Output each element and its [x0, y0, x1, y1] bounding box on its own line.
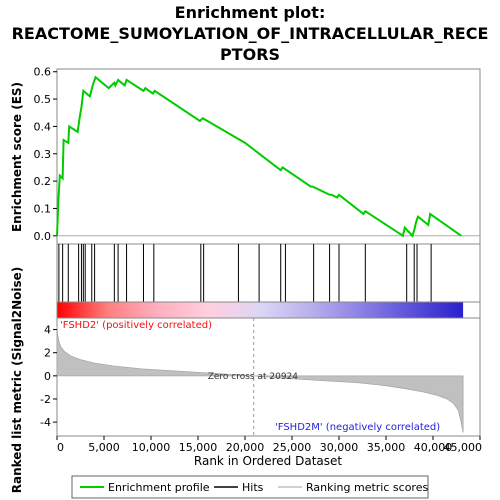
zero-cross-label: Zero cross at 20924	[208, 372, 299, 382]
metric-y-tick-label: 4	[44, 324, 51, 337]
metric-y-tick-label: -2	[40, 393, 51, 406]
positive-correlation-label: 'FSHD2' (positively correlated)	[60, 320, 212, 331]
enrichment-y-ticks: 0.0 0.1 0.2 0.3 0.4 0.5 0.6	[34, 66, 57, 243]
x-tick-label: 25,000	[273, 441, 312, 454]
metric-y-tick-label: 2	[44, 347, 51, 360]
x-tick-label: 45,000	[444, 441, 483, 454]
es-y-tick-label: 0.1	[34, 202, 52, 215]
metric-y-axis-label: Ranked list metric (Signal2Noise)	[10, 267, 24, 494]
metric-y-tick-label: 0	[44, 370, 51, 383]
enrichment-panel-frame	[56, 68, 481, 245]
es-y-tick-label: 0.0	[34, 230, 52, 243]
chart-title-line-1: Enrichment plot:	[175, 3, 326, 22]
legend-label: Enrichment profile	[108, 481, 210, 494]
x-tick-label: 20,000	[226, 441, 265, 454]
chart-title-line-2: REACTOME_SUMOYLATION_OF_INTRACELLULAR_RE…	[12, 24, 489, 43]
ranking-metric-area	[56, 326, 464, 433]
x-axis-label: Rank in Ordered Dataset	[194, 454, 342, 468]
x-tick-label: 5,000	[88, 441, 120, 454]
es-y-tick-label: 0.3	[34, 148, 52, 161]
legend: Enrichment profile Hits Ranking metric sco…	[80, 481, 428, 494]
ranking-color-bar	[57, 302, 464, 318]
x-axis-ticks: 0 5,000 10,000 15,000 20,000 25,000 30,000 35,0…	[56, 436, 483, 454]
legend-label: Ranking metric scores	[306, 481, 428, 494]
x-tick-label: 40,000	[414, 441, 453, 454]
metric-y-tick-label: -4	[40, 416, 51, 429]
enrichment-line-layer	[56, 75, 462, 238]
chart-title-line-3: PTORS	[220, 45, 280, 64]
enrichment-profile-line	[56, 75, 462, 238]
x-tick-label: 30,000	[320, 441, 359, 454]
metric-layer	[56, 318, 464, 436]
x-tick-label: 10,000	[132, 441, 171, 454]
es-y-tick-label: 0.6	[34, 66, 52, 79]
legend-label: Hits	[242, 481, 264, 494]
legend-box	[71, 475, 429, 499]
es-y-tick-label: 0.2	[34, 175, 52, 188]
metric-y-ticks: -4 -2 0 2 4	[40, 324, 57, 429]
negative-correlation-label: 'FSHD2M' (negatively correlated)	[275, 422, 440, 433]
x-tick-label: 0	[57, 441, 64, 454]
enrichment-y-axis-label: Enrichment score (ES)	[10, 82, 24, 232]
x-tick-label: 15,000	[179, 441, 218, 454]
es-y-tick-label: 0.5	[34, 93, 52, 106]
hits-layer	[58, 244, 432, 302]
es-y-tick-label: 0.4	[34, 120, 52, 133]
x-tick-label: 35,000	[367, 441, 406, 454]
